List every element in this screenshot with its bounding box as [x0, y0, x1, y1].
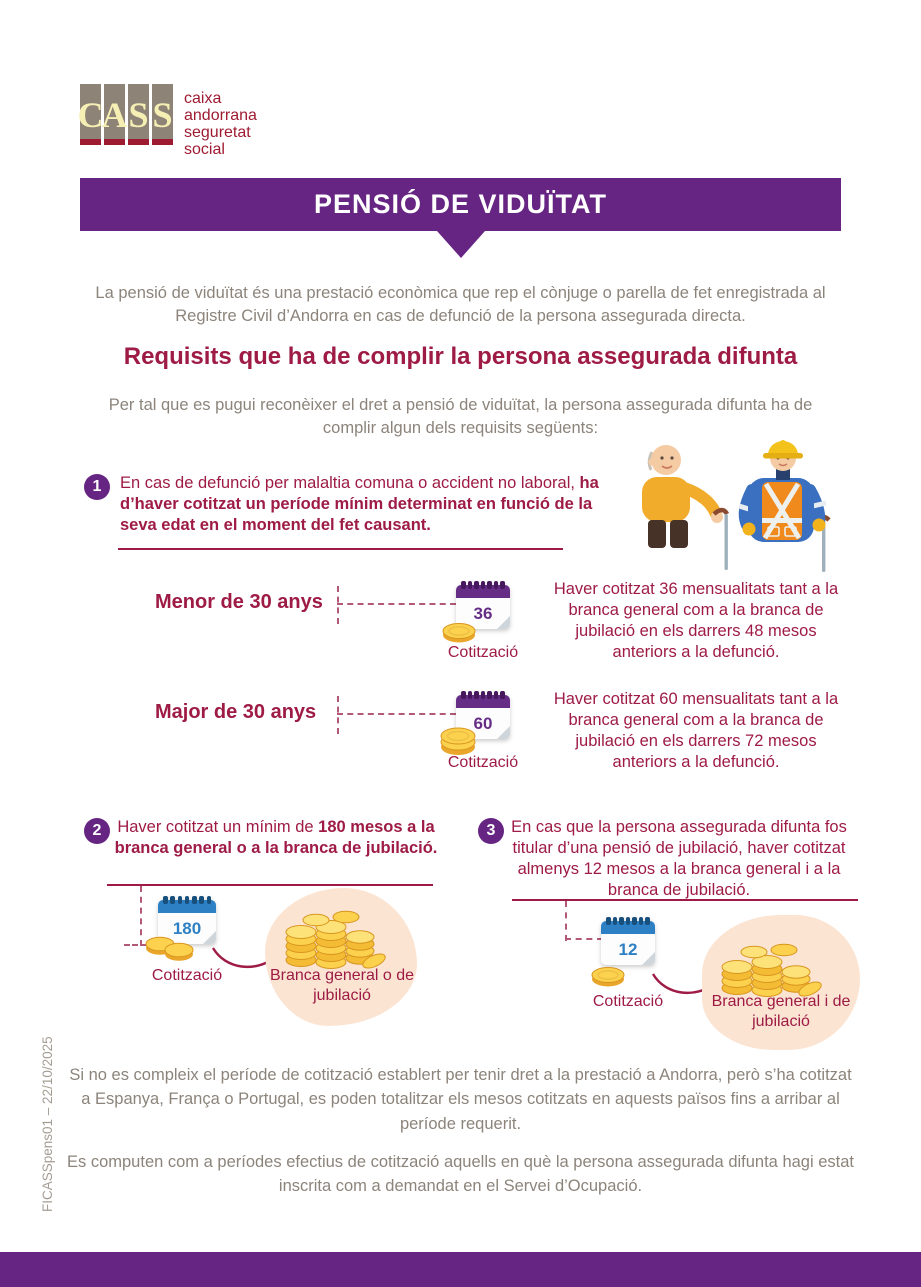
logo-letter: C: [77, 94, 104, 135]
calendar-rings: [158, 896, 216, 904]
logo-org-name: caixa andorrana seguretat social: [184, 84, 257, 159]
calendar-fold: [642, 952, 655, 965]
title-banner: PENSIÓ DE VIDUÏTAT: [80, 178, 841, 231]
branch-label: Branca general o de jubilació: [269, 967, 415, 1004]
calendar-fold: [497, 616, 510, 629]
coins-pile-icon: [721, 943, 822, 997]
logo-org-line: caixa: [184, 90, 222, 107]
connector-line: [337, 713, 456, 715]
logo-letter-block: A: [101, 84, 128, 145]
branch-label: Branca general i de jubilació: [711, 993, 851, 1030]
age-label-over-30: Major de 30 anys: [155, 701, 317, 723]
logo-letter-block: C: [77, 84, 104, 145]
elderly-and-worker-illustration: [642, 440, 831, 572]
calendar-value: 12: [601, 934, 655, 965]
calendar-rings: [456, 581, 510, 589]
connector-line: [140, 886, 142, 946]
badge-number: 3: [486, 822, 496, 839]
connector-line: [337, 603, 456, 605]
divider-line: [107, 884, 433, 886]
connector-line: [337, 696, 339, 734]
calendar-caption: Cotització: [447, 754, 519, 771]
logo-org-line: social: [184, 140, 225, 158]
requirement-2-lead-bold: 180 mesos a la branca general o a la bra…: [114, 818, 438, 857]
requirement-2-text: Haver cotitzat un mínim de 180 mesos a l…: [110, 817, 442, 859]
logo-org-line: andorrana: [184, 106, 257, 124]
elderly-man-icon: [642, 445, 730, 570]
under-30-description: Haver cotitzat 36 mensualitats tant a la…: [553, 580, 839, 662]
coins-icon: [440, 727, 476, 755]
calendar-60-icon: 60: [456, 691, 510, 739]
connector-line: [337, 586, 339, 624]
calendar-caption: Cotització: [151, 967, 223, 984]
cass-logo: C A S S caixa andorrana seguretat social: [77, 84, 257, 159]
calendar-number: 180: [172, 918, 202, 938]
requirement-3-text: En cas que la persona assegurada difunta…: [511, 818, 847, 899]
logo-org-line: seguretat: [184, 123, 251, 141]
calendar-rings: [456, 691, 510, 699]
calendar-value: 60: [456, 708, 510, 739]
coin-icon: [591, 967, 625, 987]
coins-icon: [145, 936, 194, 961]
calendar-caption: Cotització: [592, 993, 664, 1010]
calendar-number: 60: [473, 713, 493, 733]
requirements-subheading: Per tal que es pugui reconèixer el dret …: [108, 396, 813, 438]
coins-pile-icon: [285, 910, 386, 969]
calendar-fold: [203, 931, 216, 944]
intro-paragraph: La pensió de viduïtat és una prestació e…: [95, 284, 826, 326]
connector-line: [565, 938, 603, 940]
calendar-fold: [497, 726, 510, 739]
calendar-rings: [601, 917, 655, 925]
requirement-2-badge: 2: [84, 818, 110, 844]
divider-line: [118, 548, 563, 550]
badge-number: 1: [92, 478, 102, 495]
over-30-description: Haver cotitzat 60 mensualitats tant a la…: [553, 690, 839, 772]
calendar-number: 12: [618, 939, 638, 959]
requirement-3-badge: 3: [478, 818, 504, 844]
requirement-2-lead: Haver cotitzat un mínim de: [117, 818, 319, 836]
requirements-heading: Requisits que ha de complir la persona a…: [123, 343, 798, 370]
requirement-1-text: En cas de defunció per malaltia comuna o…: [120, 473, 620, 536]
divider-line: [512, 899, 858, 901]
logo-letter-block: S: [128, 84, 149, 145]
calendar-36-icon: 36: [456, 581, 510, 629]
coin-icon: [442, 623, 476, 643]
requirement-1-badge: 1: [84, 474, 110, 500]
construction-worker-icon: [738, 440, 831, 572]
connector-line: [124, 944, 154, 946]
cass-logo-letters: C A S S: [77, 84, 173, 159]
connector-line: [565, 901, 567, 941]
badge-number: 2: [92, 822, 102, 839]
calendar-caption: Cotització: [447, 644, 519, 661]
logo-letter: S: [128, 94, 149, 135]
calendar-number: 36: [473, 603, 493, 623]
employment-service-paragraph: Es computen com a períodes efectius de c…: [67, 1153, 854, 1196]
page-title: PENSIÓ DE VIDUÏTAT: [313, 189, 608, 219]
logo-letter-block: S: [152, 84, 173, 145]
document-code: FICASSpens01 – 22/10/2025: [40, 1036, 55, 1212]
logo-letter: A: [101, 94, 128, 135]
logo-letter: S: [152, 94, 173, 135]
footer-bar: [0, 1252, 921, 1287]
totalization-paragraph: Si no es compleix el període de cotitzac…: [69, 1066, 852, 1133]
requirement-1-lead: En cas de defunció per malaltia comuna o…: [120, 474, 580, 492]
banner-pointer-icon: [437, 231, 485, 258]
requirement-1-lead-bold: ha d’haver cotitzat un període mínim det…: [120, 474, 599, 534]
age-label-under-30: Menor de 30 anys: [155, 591, 323, 613]
calendar-12-icon: 12: [601, 917, 655, 965]
